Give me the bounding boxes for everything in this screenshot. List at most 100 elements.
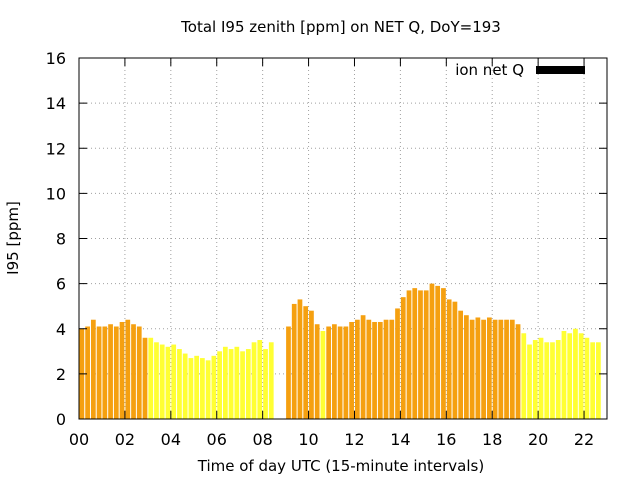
bar bbox=[131, 324, 136, 419]
bars bbox=[79, 283, 601, 419]
x-tick-label: 18 bbox=[482, 430, 502, 449]
bar bbox=[486, 317, 492, 419]
y-tick-label: 10 bbox=[46, 184, 66, 203]
bar bbox=[584, 337, 590, 419]
bar bbox=[257, 340, 263, 419]
chart-title: Total I95 zenith [ppm] on NET Q, DoY=193 bbox=[180, 18, 501, 36]
x-tick-label: 04 bbox=[161, 430, 181, 449]
bar bbox=[286, 326, 291, 419]
bar bbox=[326, 326, 332, 419]
bar bbox=[435, 285, 441, 419]
x-tick-label: 10 bbox=[298, 430, 318, 449]
bar bbox=[200, 358, 205, 419]
bar bbox=[590, 342, 596, 419]
bar bbox=[389, 319, 395, 419]
x-tick-label: 16 bbox=[436, 430, 456, 449]
bar bbox=[544, 342, 550, 419]
x-tick-label: 20 bbox=[528, 430, 548, 449]
bar bbox=[205, 360, 211, 419]
y-tick-label: 8 bbox=[56, 230, 66, 249]
bar bbox=[578, 333, 584, 419]
x-axis-label: Time of day UTC (15-minute intervals) bbox=[197, 457, 484, 475]
bar bbox=[188, 358, 194, 419]
bar bbox=[303, 306, 309, 419]
bar bbox=[136, 326, 142, 419]
bar bbox=[561, 331, 567, 419]
bar bbox=[550, 342, 555, 419]
bar bbox=[343, 326, 349, 419]
y-tick-label: 0 bbox=[56, 410, 66, 429]
bar bbox=[515, 324, 521, 419]
bar bbox=[332, 324, 337, 419]
y-tick-label: 2 bbox=[56, 365, 66, 384]
bar bbox=[469, 319, 475, 419]
bar bbox=[441, 288, 446, 419]
bar bbox=[177, 349, 182, 419]
x-tick-label: 14 bbox=[390, 430, 410, 449]
bar bbox=[148, 337, 154, 419]
bar bbox=[314, 324, 320, 419]
bar bbox=[429, 283, 435, 419]
bar bbox=[475, 317, 481, 419]
bar bbox=[423, 290, 429, 419]
bar bbox=[108, 324, 113, 419]
bar bbox=[509, 319, 515, 419]
bar bbox=[268, 342, 274, 419]
bar bbox=[119, 321, 125, 419]
bar bbox=[297, 299, 303, 419]
x-tick-label: 12 bbox=[344, 430, 364, 449]
bar bbox=[291, 303, 297, 419]
bar bbox=[458, 310, 464, 419]
x-tick-label: 22 bbox=[574, 430, 594, 449]
bar bbox=[182, 353, 188, 419]
bar bbox=[418, 290, 423, 419]
bar bbox=[349, 321, 354, 419]
bar bbox=[154, 342, 159, 419]
bar bbox=[309, 310, 314, 419]
bar bbox=[452, 301, 458, 419]
bar bbox=[372, 321, 377, 419]
bar bbox=[102, 326, 108, 419]
bar bbox=[504, 319, 509, 419]
bar bbox=[90, 319, 96, 419]
bar bbox=[400, 297, 406, 419]
grid bbox=[79, 58, 607, 419]
bar bbox=[211, 355, 217, 419]
y-axis-label: I95 [ppm] bbox=[4, 201, 22, 275]
bar bbox=[492, 319, 498, 419]
legend-swatch bbox=[536, 66, 585, 74]
bar bbox=[222, 346, 228, 419]
bar bbox=[159, 344, 165, 419]
legend-label: ion net Q bbox=[455, 61, 524, 79]
bar bbox=[360, 315, 366, 419]
bar bbox=[366, 319, 372, 419]
bar bbox=[498, 319, 504, 419]
bar bbox=[383, 319, 389, 419]
bar bbox=[234, 346, 240, 419]
y-tick-label: 12 bbox=[46, 139, 66, 158]
bar bbox=[113, 326, 119, 419]
bar bbox=[532, 340, 538, 419]
bar bbox=[263, 349, 268, 419]
bar bbox=[240, 351, 245, 419]
bar bbox=[165, 346, 171, 419]
bar bbox=[142, 337, 148, 419]
y-tick-label: 4 bbox=[56, 320, 66, 339]
bar bbox=[171, 344, 177, 419]
bar bbox=[96, 326, 102, 419]
bar bbox=[395, 308, 400, 419]
bar bbox=[228, 349, 234, 419]
bar bbox=[85, 326, 90, 419]
bar bbox=[245, 349, 251, 419]
legend: ion net Q bbox=[455, 61, 585, 79]
bar bbox=[521, 333, 527, 419]
bar bbox=[464, 315, 469, 419]
x-tick-label: 00 bbox=[69, 430, 89, 449]
bar bbox=[125, 319, 131, 419]
y-tick-label: 16 bbox=[46, 49, 66, 68]
x-tick-label: 06 bbox=[207, 430, 227, 449]
bar bbox=[320, 331, 326, 419]
bar bbox=[412, 288, 418, 419]
